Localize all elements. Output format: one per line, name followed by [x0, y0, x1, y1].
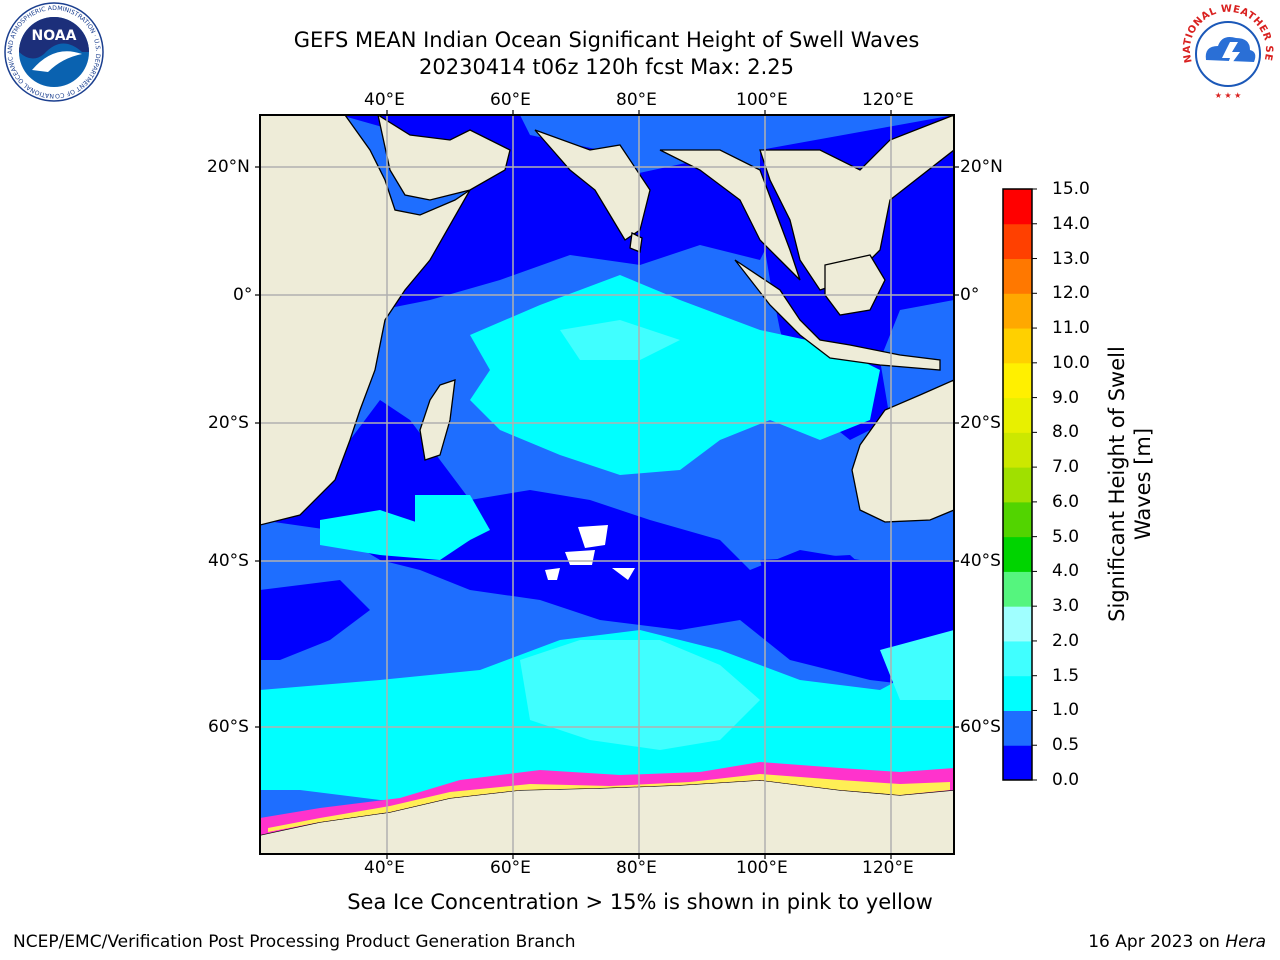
lat-label-left: 60°S — [208, 717, 249, 737]
colorbar-label: 1.0 — [1052, 700, 1080, 721]
lat-label-right: 20°S — [960, 413, 1001, 433]
colorbar-segment — [1003, 710, 1032, 746]
map-subtitle: 20230414 t06z 120h fcst Max: 2.25 — [419, 55, 794, 79]
colorbar-segment — [1003, 293, 1032, 329]
colorbar-label: 14.0 — [1052, 213, 1090, 234]
colorbar-frame — [1002, 188, 1033, 781]
graticule — [260, 115, 954, 854]
colorbar-segment — [1003, 189, 1032, 225]
lon-label-top: 120°E — [862, 90, 914, 110]
lat-label-left: 20°S — [208, 413, 249, 433]
colorbar-segment — [1003, 362, 1032, 399]
colorbar-title-line2: Waves [m] — [1131, 427, 1155, 541]
colorbar-label: 10.0 — [1052, 352, 1090, 373]
colorbar-label: 4.0 — [1052, 561, 1080, 582]
colorbar-title-line1: Significant Height of Swell — [1105, 346, 1129, 622]
colorbar-segment — [1003, 571, 1032, 607]
tick-marks — [255, 110, 959, 859]
lon-label-top: 100°E — [736, 90, 788, 110]
colorbar-label: 9.0 — [1052, 387, 1080, 408]
noaa-logo: NATIONAL OCEANIC AND ATMOSPHERIC ADMINIS… — [2, 2, 104, 102]
colorbar-label: 1.5 — [1052, 665, 1080, 686]
colorbar-label: 0.5 — [1052, 735, 1080, 756]
noaa-logo-text: NOAA — [32, 28, 77, 44]
colorbar-segment — [1003, 467, 1032, 503]
colorbar-label: 13.0 — [1052, 248, 1090, 269]
colorbar-label: 3.0 — [1052, 596, 1080, 617]
lon-label-bottom: 40°E — [364, 858, 405, 878]
colorbar-label: 15.0 — [1052, 179, 1090, 199]
lat-label-left: 40°S — [208, 551, 249, 571]
map-title: GEFS MEAN Indian Ocean Significant Heigh… — [293, 28, 920, 52]
footer-date: 16 Apr 2023 on Hera — [1088, 932, 1266, 952]
svg-text:★ ★ ★: ★ ★ ★ — [1215, 91, 1242, 100]
colorbar-title: Significant Height of Swell Waves [m] — [1104, 274, 1156, 694]
colorbar-label: 0.0 — [1052, 770, 1080, 790]
lat-label-right: 60°S — [960, 717, 1001, 737]
swell-1.5-2.0-region — [520, 320, 954, 750]
lon-label-top: 40°E — [364, 90, 405, 110]
colorbar-label: 8.0 — [1052, 422, 1080, 443]
kerguelen-patches — [545, 525, 635, 580]
lat-label-left: 0° — [233, 285, 253, 305]
colorbar-segment — [1003, 501, 1032, 538]
map-layers — [260, 115, 954, 854]
colorbar-label: 6.0 — [1052, 491, 1080, 512]
sea-ice-band — [260, 762, 954, 835]
colorbar-label: 7.0 — [1052, 457, 1080, 478]
footer-date-text: 16 Apr 2023 on — [1088, 932, 1226, 952]
colorbar-label: 12.0 — [1052, 283, 1090, 304]
colorbar-label: 2.0 — [1052, 630, 1080, 651]
lat-label-right: 0° — [960, 285, 980, 305]
footer-machine: Hera — [1225, 932, 1266, 952]
sea-ice-caption: Sea Ice Concentration > 15% is shown in … — [347, 890, 933, 914]
lon-label-bottom: 120°E — [862, 858, 914, 878]
colorbar-segment — [1003, 223, 1032, 260]
colorbar-segment — [1003, 640, 1032, 677]
lat-label-right: 20°N — [960, 157, 1003, 177]
lon-label-bottom: 80°E — [616, 858, 657, 878]
nws-logo: NATIONAL WEATHER SERVICE ★ ★ ★ — [1176, 2, 1276, 100]
lon-label-top: 60°E — [490, 90, 531, 110]
footer-credit: NCEP/EMC/Verification Post Processing Pr… — [13, 932, 576, 952]
colorbar-segment — [1003, 745, 1032, 781]
colorbar-ticks — [1032, 188, 1037, 781]
lon-label-bottom: 100°E — [736, 858, 788, 878]
colorbar-segment — [1003, 432, 1032, 468]
colorbar-segment — [1003, 606, 1032, 642]
map-frame — [259, 114, 955, 855]
lat-label-left: 20°N — [207, 157, 250, 177]
colorbar-segment — [1003, 675, 1032, 711]
colorbar-segment — [1003, 536, 1032, 572]
lon-label-bottom: 60°E — [490, 858, 531, 878]
colorbar-label: 11.0 — [1052, 318, 1090, 339]
colorbar-segment — [1003, 328, 1032, 364]
colorbar-segment — [1003, 397, 1032, 433]
colorbar-segment — [1003, 258, 1032, 294]
lat-label-right: 40°S — [960, 551, 1001, 571]
colorbar-label: 5.0 — [1052, 526, 1080, 547]
lon-label-top: 80°E — [616, 90, 657, 110]
colorbar — [1003, 189, 1032, 781]
